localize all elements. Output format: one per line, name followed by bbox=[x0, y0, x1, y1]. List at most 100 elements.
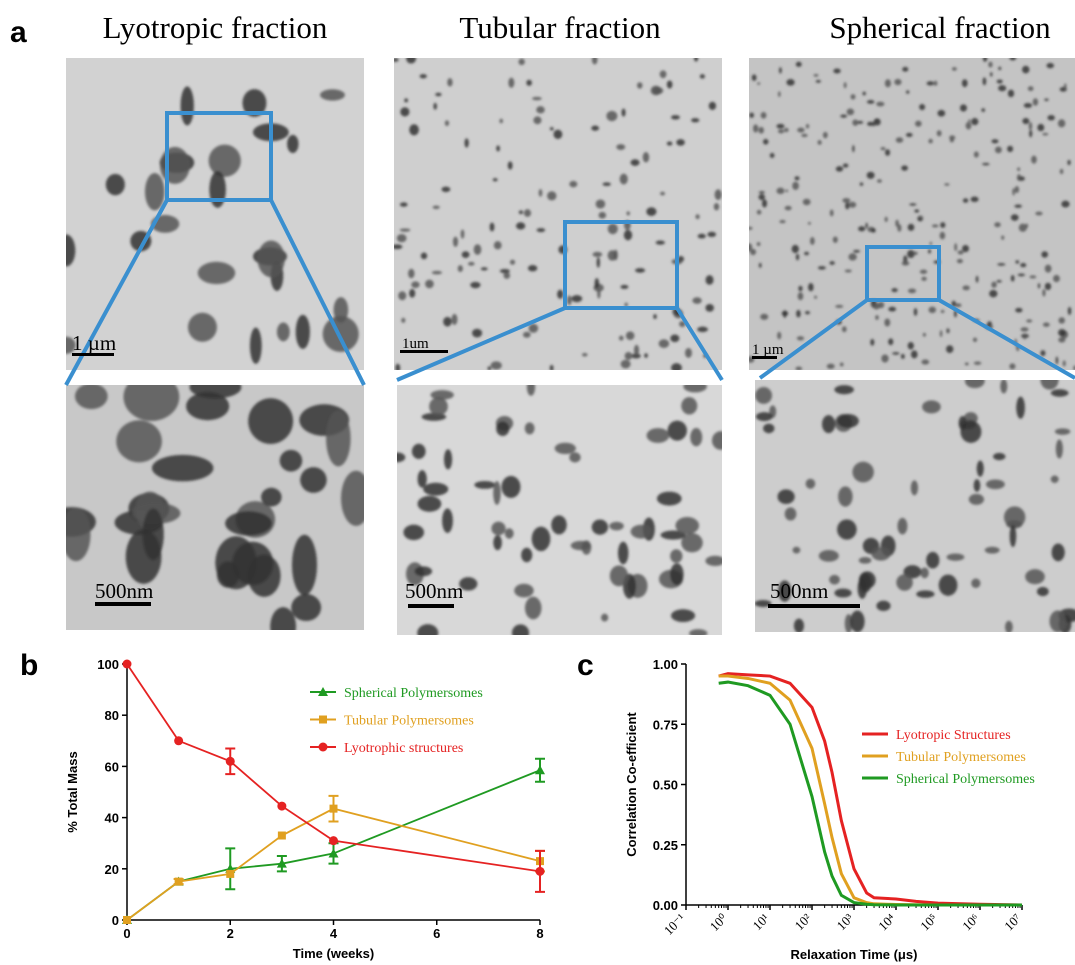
particle bbox=[647, 428, 670, 443]
particle bbox=[993, 453, 1005, 460]
particle bbox=[1047, 115, 1054, 120]
x-axis-label: Relaxation Time (μs) bbox=[791, 947, 918, 962]
particle bbox=[796, 62, 802, 67]
particle bbox=[908, 224, 915, 231]
particle bbox=[417, 624, 438, 642]
particle bbox=[785, 507, 797, 520]
particle bbox=[536, 106, 545, 113]
particle bbox=[818, 266, 826, 269]
particle bbox=[998, 67, 1001, 70]
particle bbox=[296, 315, 310, 349]
particle bbox=[1035, 212, 1042, 216]
particle bbox=[1055, 428, 1070, 435]
particle bbox=[1012, 188, 1015, 195]
scale-label: 1 µm bbox=[752, 342, 784, 358]
particle bbox=[785, 190, 788, 192]
particle bbox=[976, 276, 979, 283]
particle bbox=[829, 261, 834, 265]
column-title: Lyotropic fraction bbox=[103, 10, 328, 45]
particle bbox=[189, 376, 241, 398]
x-tick-label: 10⁶ bbox=[959, 911, 982, 934]
particle bbox=[1040, 370, 1058, 389]
particle bbox=[690, 428, 702, 446]
particle bbox=[667, 141, 673, 145]
particle bbox=[897, 518, 907, 535]
particle bbox=[759, 127, 764, 134]
particle bbox=[532, 97, 542, 100]
particle bbox=[982, 163, 990, 165]
particle bbox=[852, 462, 873, 483]
particle bbox=[1015, 260, 1019, 263]
marker bbox=[278, 832, 286, 840]
particle bbox=[533, 116, 541, 124]
particle bbox=[613, 250, 617, 261]
particle bbox=[755, 387, 772, 404]
particle bbox=[152, 455, 213, 481]
particle bbox=[996, 280, 1001, 283]
particle bbox=[965, 363, 969, 365]
particle bbox=[838, 486, 853, 506]
particle bbox=[400, 107, 409, 116]
particle bbox=[1037, 587, 1049, 596]
particle bbox=[850, 611, 864, 633]
particle bbox=[620, 174, 628, 185]
marker bbox=[329, 836, 338, 845]
particle bbox=[1009, 363, 1015, 369]
particle bbox=[1017, 174, 1021, 181]
scale-label: 500nm bbox=[95, 579, 153, 603]
particle bbox=[621, 109, 625, 117]
particle bbox=[341, 471, 371, 526]
particle bbox=[797, 336, 804, 340]
particle bbox=[551, 515, 566, 534]
particle bbox=[145, 173, 164, 210]
particle bbox=[845, 270, 852, 273]
particle bbox=[888, 307, 896, 312]
particle bbox=[692, 297, 701, 304]
particle bbox=[829, 575, 840, 585]
particle bbox=[644, 353, 648, 358]
particle bbox=[700, 74, 705, 79]
scale-label: 1um bbox=[402, 336, 429, 352]
particle bbox=[782, 311, 788, 316]
particle bbox=[442, 508, 453, 533]
particle bbox=[215, 536, 256, 589]
series-line bbox=[719, 682, 1022, 905]
particle bbox=[143, 509, 164, 560]
marker bbox=[174, 736, 183, 745]
particle bbox=[443, 317, 451, 327]
particle bbox=[977, 461, 984, 477]
particle bbox=[1063, 360, 1066, 366]
particle bbox=[518, 59, 524, 66]
particle bbox=[75, 383, 108, 409]
particle bbox=[837, 519, 857, 539]
particle bbox=[819, 550, 839, 562]
particle bbox=[950, 138, 954, 142]
particle bbox=[763, 139, 768, 145]
particle bbox=[808, 283, 813, 291]
particle bbox=[833, 68, 840, 73]
particle bbox=[881, 147, 886, 150]
particle bbox=[803, 199, 811, 205]
particle bbox=[516, 222, 525, 229]
particle bbox=[656, 240, 665, 244]
particle bbox=[521, 548, 532, 562]
particle bbox=[571, 541, 591, 550]
particle bbox=[685, 348, 692, 358]
particle bbox=[921, 277, 926, 281]
particle bbox=[1015, 186, 1019, 193]
particle bbox=[420, 74, 427, 78]
particle bbox=[1026, 319, 1032, 322]
particle bbox=[860, 182, 863, 186]
particle bbox=[786, 79, 794, 86]
particle bbox=[472, 329, 482, 338]
particle bbox=[609, 522, 623, 531]
particle bbox=[1014, 205, 1022, 208]
particle bbox=[796, 254, 799, 261]
particle bbox=[840, 362, 844, 366]
particle bbox=[123, 373, 179, 421]
particle bbox=[525, 422, 535, 434]
particle bbox=[1015, 308, 1022, 313]
particle bbox=[749, 112, 754, 117]
particle bbox=[423, 483, 448, 496]
particle bbox=[784, 128, 789, 132]
